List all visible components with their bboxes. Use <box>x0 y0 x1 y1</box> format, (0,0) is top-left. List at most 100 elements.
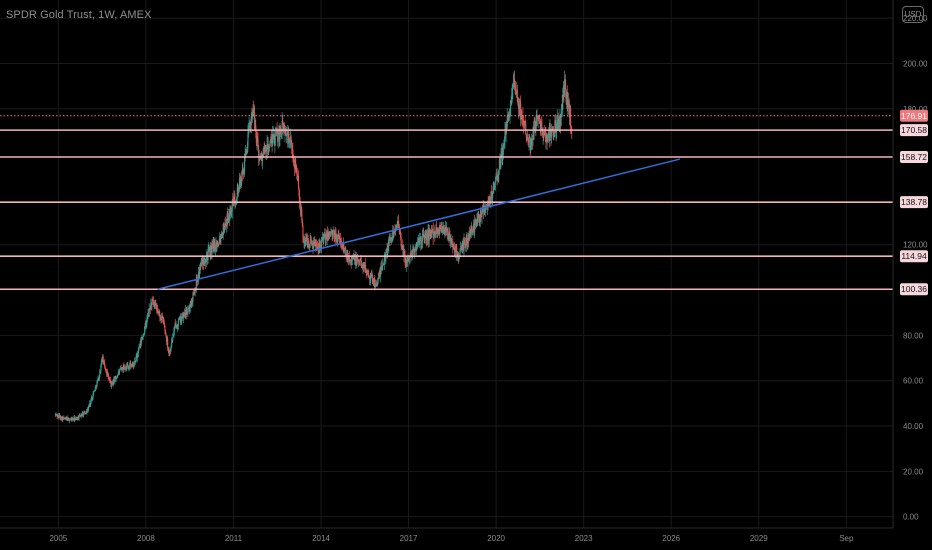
candle <box>134 357 136 366</box>
candle <box>412 243 414 251</box>
candle <box>61 415 63 422</box>
candle <box>269 139 271 147</box>
current-price-tag <box>900 109 928 122</box>
candle <box>252 104 254 118</box>
candle <box>137 352 139 358</box>
candle <box>214 246 216 257</box>
candle <box>97 375 99 382</box>
candle <box>402 243 404 257</box>
candle <box>501 143 503 157</box>
candle <box>457 251 459 264</box>
candle <box>465 244 467 252</box>
candle <box>200 261 202 270</box>
candle <box>497 174 499 182</box>
candle <box>496 169 498 178</box>
candle <box>176 324 178 330</box>
candle <box>493 183 495 190</box>
candle <box>63 415 65 420</box>
candle <box>158 308 160 317</box>
trendline-group[interactable] <box>157 158 681 290</box>
candle <box>555 125 557 142</box>
candle <box>283 122 285 134</box>
candle <box>202 255 204 266</box>
candle <box>338 233 340 244</box>
candle <box>303 234 305 249</box>
candle <box>526 129 528 140</box>
candle <box>462 237 464 252</box>
candle <box>105 367 107 374</box>
candle <box>374 275 376 291</box>
candle <box>397 216 399 225</box>
candle <box>556 119 558 131</box>
candle <box>172 334 174 338</box>
candle <box>435 223 437 239</box>
currency-button[interactable]: USD <box>902 6 924 23</box>
candle <box>217 240 219 248</box>
candle <box>324 227 326 238</box>
candle <box>137 347 140 358</box>
candle <box>285 133 287 136</box>
candle <box>113 376 115 383</box>
candle <box>483 200 485 220</box>
candle <box>201 256 203 261</box>
candle <box>245 149 247 156</box>
trendline[interactable] <box>157 158 681 290</box>
candle <box>100 358 103 368</box>
candle <box>158 309 160 316</box>
horizontal-levels[interactable] <box>0 115 893 291</box>
candle <box>410 249 412 255</box>
candle <box>231 205 233 217</box>
candle <box>220 234 222 245</box>
candle <box>416 242 418 251</box>
candle <box>243 167 245 175</box>
candle <box>76 416 78 421</box>
candle <box>130 360 132 370</box>
candle <box>446 227 448 232</box>
candle <box>268 147 270 152</box>
candle <box>453 243 455 251</box>
time-axis[interactable]: 2005 2008 2011 2014 2017 2020 2023 2026 2029 Sep <box>49 534 854 543</box>
candle <box>493 181 495 194</box>
candle <box>73 415 75 422</box>
candle <box>144 326 146 335</box>
candle <box>98 377 100 381</box>
candle <box>121 367 123 371</box>
candle <box>162 312 164 323</box>
candle <box>369 273 371 286</box>
candle <box>121 367 123 372</box>
candle <box>377 277 379 285</box>
candle <box>273 126 275 144</box>
candle <box>183 311 185 318</box>
candle <box>350 256 352 269</box>
candle <box>517 97 519 106</box>
candle <box>478 210 480 223</box>
candle <box>539 118 541 136</box>
candle <box>512 73 514 90</box>
candle <box>267 137 269 159</box>
candle <box>548 127 550 138</box>
price-axis[interactable]: 220.00 200.00 180.00 120.00 80.00 60.00 40.00 2… <box>903 14 928 522</box>
candle <box>524 115 526 126</box>
candle <box>187 305 189 317</box>
candle <box>154 299 156 310</box>
candle <box>149 307 151 312</box>
candle <box>174 322 176 329</box>
candle <box>507 115 509 123</box>
candle <box>59 413 61 420</box>
candle <box>538 115 540 119</box>
candle <box>72 417 74 420</box>
candle <box>468 230 470 241</box>
candle <box>219 234 221 245</box>
candle <box>478 214 480 226</box>
candle <box>160 313 163 323</box>
candle <box>270 134 272 144</box>
candle <box>148 311 150 317</box>
candle <box>307 235 309 250</box>
candle <box>153 296 155 307</box>
candle <box>87 407 89 413</box>
candle <box>404 249 406 267</box>
candle <box>319 244 321 251</box>
candle <box>469 228 471 238</box>
candle <box>334 227 337 240</box>
